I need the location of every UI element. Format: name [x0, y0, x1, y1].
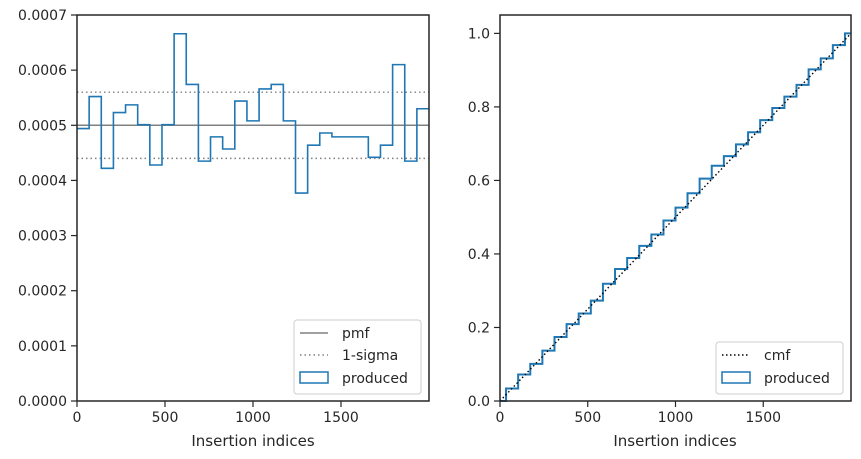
- histogram-chart: 0 500 1000 1500 0.0000 0.0001 0.0002 0.0003 0.00…: [18, 8, 430, 450]
- left-legend: pmf 1-sigma produced: [293, 319, 422, 395]
- left-y-tick-label: 0.0002: [18, 284, 67, 300]
- cmf-line: [499, 32, 852, 402]
- left-y-tick-label: 0.0006: [18, 63, 67, 79]
- left-y-tick-label: 0.0004: [18, 173, 67, 189]
- left-x-tick-label: 1000: [235, 410, 271, 426]
- left-x-tick-label: 1500: [323, 410, 359, 426]
- left-x-tick-label: 500: [152, 410, 179, 426]
- right-y-tick-label: 0.8: [468, 100, 490, 116]
- right-legend: cmf produced: [715, 341, 844, 395]
- produced-cumulative-line: [500, 32, 851, 402]
- right-y-tick-label: 0.2: [468, 320, 490, 336]
- legend-produced-swatch-right: [721, 371, 751, 384]
- cumulative-chart: 0 500 1000 1500 0.0 0.2 0.4 0.6 0.8 1.0 Insertion…: [468, 14, 852, 450]
- right-axes-frame: [499, 14, 852, 402]
- left-y-tick-label: 0.0005: [18, 118, 67, 134]
- right-y-tick-label: 0.6: [468, 173, 490, 189]
- legend-cmf-label: cmf: [764, 348, 791, 364]
- left-axes-frame: [76, 14, 430, 402]
- right-y-tick-label: 1.0: [468, 26, 490, 42]
- legend-1-sigma-label: 1-sigma: [342, 348, 398, 364]
- produced-histogram-step: [77, 32, 429, 194]
- left-y-tick-label: 0.0003: [18, 229, 67, 245]
- left-x-axis-label: Insertion indices: [191, 432, 314, 450]
- left-x-tick-label: 0: [73, 410, 82, 426]
- left-y-tick-label: 0.0000: [18, 394, 67, 410]
- right-legend-box: [715, 341, 844, 395]
- right-x-tick-label: 0: [496, 410, 505, 426]
- left-y-tick-label: 0.0001: [18, 339, 67, 355]
- right-x-tick-label: 500: [574, 410, 601, 426]
- left-legend-box: [293, 319, 422, 395]
- right-y-tick-label: 0.0: [468, 394, 490, 410]
- legend-pmf-label: pmf: [342, 326, 371, 342]
- right-x-tick-label: 1500: [745, 410, 781, 426]
- right-x-axis-label: Insertion indices: [613, 432, 736, 450]
- right-x-tick-label: 1000: [658, 410, 694, 426]
- legend-produced-swatch: [299, 371, 329, 384]
- right-y-tick-label: 0.4: [468, 247, 490, 263]
- legend-produced-label: produced: [342, 371, 408, 387]
- left-y-tick-label: 0.0007: [18, 8, 67, 24]
- legend-produced-label-right: produced: [764, 371, 830, 387]
